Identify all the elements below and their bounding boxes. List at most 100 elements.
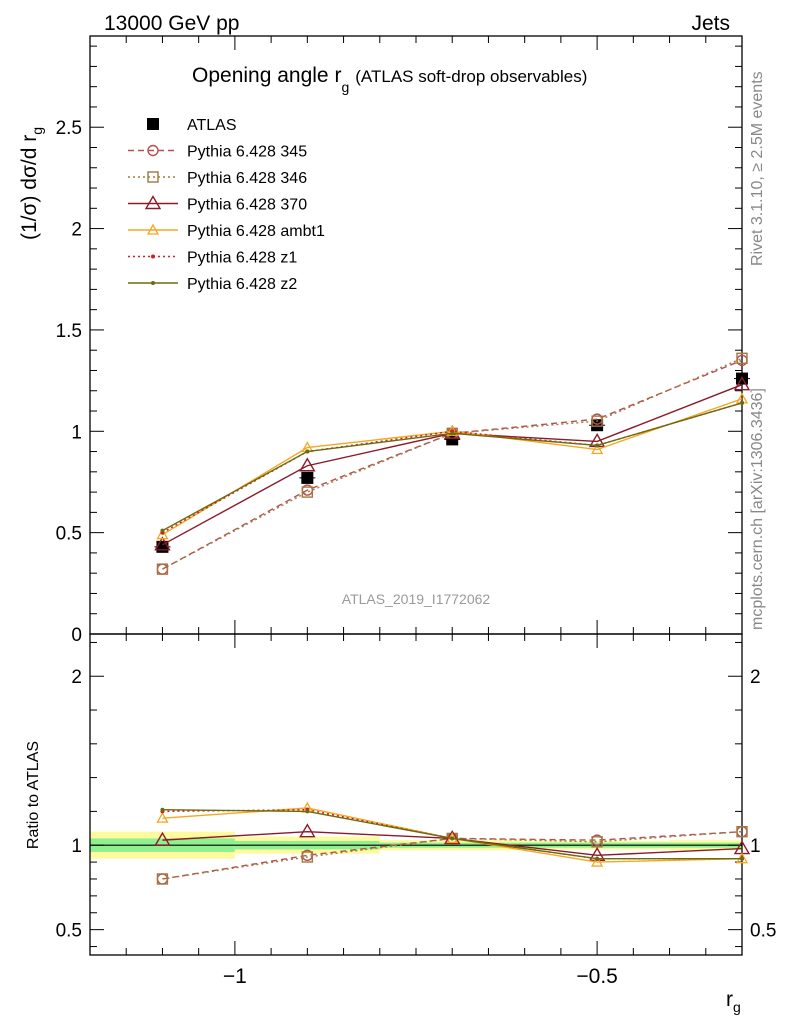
x-tick-label: −1 bbox=[223, 965, 247, 988]
legend-entry-pythia-6-428-z2: Pythia 6.428 z2 bbox=[128, 276, 297, 293]
svg-text:rg: rg bbox=[726, 988, 741, 1015]
ratio-y-tick-label-right: 1 bbox=[750, 836, 761, 857]
main-y-axis-label-subscript: g bbox=[29, 127, 45, 135]
ratio-series-marker bbox=[736, 825, 748, 838]
main-y-axis-label-text: (1/σ) dσ/d r bbox=[18, 135, 41, 240]
main-title-extra: (ATLAS soft-drop observables) bbox=[355, 67, 587, 86]
legend-label: ATLAS bbox=[187, 117, 237, 134]
series-marker bbox=[156, 563, 169, 575]
series-marker bbox=[740, 400, 744, 405]
main-y-tick-label: 1 bbox=[71, 422, 82, 443]
legend-entry-pythia-6-428-ambt1: Pythia 6.428 ambt1 bbox=[128, 223, 325, 240]
legend-marker bbox=[147, 118, 159, 130]
ratio-series-marker bbox=[301, 851, 314, 863]
legend-label: Pythia 6.428 345 bbox=[187, 144, 307, 161]
ratio-series-marker bbox=[740, 856, 744, 861]
legend-marker bbox=[151, 281, 155, 285]
ratio-plot-frame bbox=[89, 633, 743, 956]
series-marker bbox=[154, 536, 171, 551]
ratio-series-marker bbox=[156, 873, 169, 885]
series-line bbox=[162, 357, 743, 570]
legend-label: Pythia 6.428 z2 bbox=[187, 276, 297, 293]
legend-marker bbox=[146, 223, 160, 235]
atlas-data-point bbox=[301, 471, 314, 484]
rivet-version-text: Rivet 3.1.10, ≥ 2.5M events bbox=[749, 71, 766, 266]
ratio-y-axis-label: Ratio to ATLAS bbox=[25, 741, 42, 849]
header-right: Jets bbox=[691, 12, 730, 35]
ratio-plot-area: 0.5 0.5 1 1 2 2 −1 −0.5 bbox=[56, 633, 776, 988]
legend-marker bbox=[147, 171, 159, 183]
series-marker bbox=[160, 528, 165, 533]
series-line bbox=[162, 384, 743, 546]
legend-marker bbox=[147, 144, 159, 157]
ratio-y-tick-label: 0.5 bbox=[56, 921, 82, 942]
series-pythia-6-428-345 bbox=[156, 354, 748, 575]
main-y-tick-label: 0.5 bbox=[56, 524, 82, 545]
main-y-tick-label: 1.5 bbox=[56, 321, 82, 342]
main-y-axis-label: (1/σ) dσ/d rg bbox=[18, 127, 45, 240]
legend-marker bbox=[151, 254, 155, 259]
main-title: Opening angle rg (ATLAS soft-drop observa… bbox=[192, 64, 587, 95]
series-marker bbox=[595, 443, 600, 448]
ratio-series-marker bbox=[595, 856, 600, 861]
mcplots-text: mcplots.cern.ch [arXiv:1306.3436] bbox=[749, 388, 766, 630]
series-marker bbox=[736, 352, 748, 365]
legend-label: Pythia 6.428 z1 bbox=[187, 250, 297, 267]
series-pythia-6-428-346 bbox=[156, 352, 748, 575]
series-line bbox=[162, 402, 743, 534]
ratio-series-marker bbox=[156, 811, 169, 823]
header-left: 13000 GeV pp bbox=[104, 12, 239, 35]
main-y-tick-label: 2.5 bbox=[56, 118, 82, 139]
series-marker bbox=[591, 415, 603, 427]
main-y-tick-label: 2 bbox=[71, 220, 82, 241]
series-marker bbox=[591, 443, 604, 455]
ratio-series-pythia-6-428-z2 bbox=[160, 807, 744, 861]
series-marker bbox=[305, 449, 310, 454]
main-title-text: Opening angle r bbox=[192, 64, 341, 87]
svg-text:Opening angle rg(ATLAS soft-dr: Opening angle rg (ATLAS soft-drop observa… bbox=[192, 64, 587, 95]
ratio-series-marker bbox=[591, 836, 603, 848]
side-annotations: Rivet 3.1.10, ≥ 2.5M events mcplots.cern… bbox=[749, 71, 766, 630]
legend-label: Pythia 6.428 346 bbox=[187, 170, 307, 187]
series-marker bbox=[733, 376, 751, 391]
svg-text:(1/σ) dσ/d rg: (1/σ) dσ/d rg bbox=[18, 127, 45, 240]
ratio-series-marker bbox=[154, 831, 171, 846]
series-pythia-6-428-z1 bbox=[160, 400, 744, 535]
series-atlas bbox=[154, 372, 750, 553]
ratio-series-marker bbox=[450, 836, 455, 841]
legend-entry-pythia-6-428-370: Pythia 6.428 370 bbox=[128, 195, 307, 214]
ratio-y-tick-label: 2 bbox=[71, 667, 82, 688]
legend-entry-pythia-6-428-345: Pythia 6.428 345 bbox=[128, 144, 307, 161]
x-axis-label: rg bbox=[726, 988, 741, 1015]
legend-label: Pythia 6.428 ambt1 bbox=[187, 223, 325, 240]
legend-entry-pythia-6-428-z1: Pythia 6.428 z1 bbox=[128, 250, 297, 267]
legend: ATLAS Pythia 6.428 345 Pythia 6.428 346 Pyt… bbox=[128, 117, 325, 293]
series-marker bbox=[156, 528, 169, 540]
x-axis-label-subscript: g bbox=[733, 999, 741, 1015]
series-pythia-6-428-z2 bbox=[160, 400, 744, 533]
analysis-watermark: ATLAS_2019_I1772062 bbox=[342, 591, 491, 607]
ratio-series-marker bbox=[591, 855, 604, 867]
series-line bbox=[162, 359, 743, 570]
main-y-tick-label: 0 bbox=[71, 625, 82, 646]
ratio-series-pythia-6-428-ambt1 bbox=[156, 801, 749, 867]
main-plot-area: 0 0.5 1 1.5 2 2.5 bbox=[56, 35, 751, 646]
ratio-y-tick-label: 1 bbox=[71, 836, 82, 857]
x-axis-label-text: r bbox=[726, 988, 733, 1011]
series-marker bbox=[301, 486, 314, 498]
legend-entry-pythia-6-428-346: Pythia 6.428 346 bbox=[128, 170, 307, 187]
ratio-y-tick-label-right: 0.5 bbox=[750, 921, 776, 942]
series-marker bbox=[450, 431, 455, 436]
series-pythia-6-428-ambt1 bbox=[156, 392, 749, 540]
series-line bbox=[162, 402, 743, 532]
series-marker bbox=[299, 457, 316, 472]
ratio-series-marker bbox=[305, 809, 310, 814]
ratio-series-line bbox=[162, 830, 743, 880]
legend-marker bbox=[144, 195, 162, 210]
ratio-y-tick-label-right: 2 bbox=[750, 667, 761, 688]
ratio-y-axis-label-text: Ratio to ATLAS bbox=[25, 741, 42, 849]
legend-label: Pythia 6.428 370 bbox=[187, 197, 307, 214]
ratio-series-marker bbox=[160, 807, 165, 812]
main-title-subscript: g bbox=[341, 79, 349, 95]
